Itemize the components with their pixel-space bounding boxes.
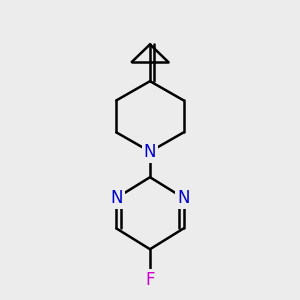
Text: N: N bbox=[177, 189, 190, 207]
Text: N: N bbox=[144, 142, 156, 160]
Text: F: F bbox=[145, 271, 155, 289]
Text: N: N bbox=[110, 189, 123, 207]
